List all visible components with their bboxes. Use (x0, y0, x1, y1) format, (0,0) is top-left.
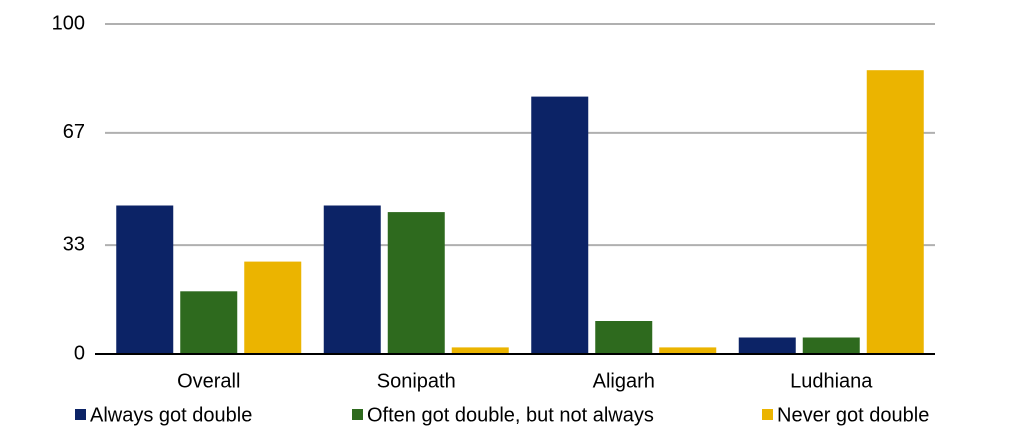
bar (659, 347, 717, 354)
y-tick-label: 67 (63, 121, 85, 143)
bar (323, 205, 381, 354)
x-tick-label: Sonipath (377, 370, 456, 392)
legend-swatch (762, 409, 773, 420)
bar (387, 212, 445, 354)
bar (451, 347, 509, 354)
legend-label: Never got double (777, 404, 929, 426)
y-tick-label: 100 (52, 12, 85, 34)
x-tick-label: Aligarh (593, 370, 655, 392)
legend-swatch (75, 409, 86, 420)
bar (738, 337, 796, 354)
x-tick-label: Ludhiana (790, 370, 873, 392)
legend-label: Often got double, but not always (367, 404, 654, 426)
legend-label: Always got double (90, 404, 252, 426)
x-tick-label: Overall (177, 370, 240, 392)
y-tick-label: 33 (63, 233, 85, 255)
bar (866, 70, 924, 354)
bar (244, 261, 302, 354)
legend-swatch (352, 409, 363, 420)
bar (595, 321, 653, 354)
bar (531, 96, 589, 354)
bar (116, 205, 174, 354)
y-tick-label: 0 (74, 342, 85, 364)
bar (802, 337, 860, 354)
bar (180, 291, 238, 354)
